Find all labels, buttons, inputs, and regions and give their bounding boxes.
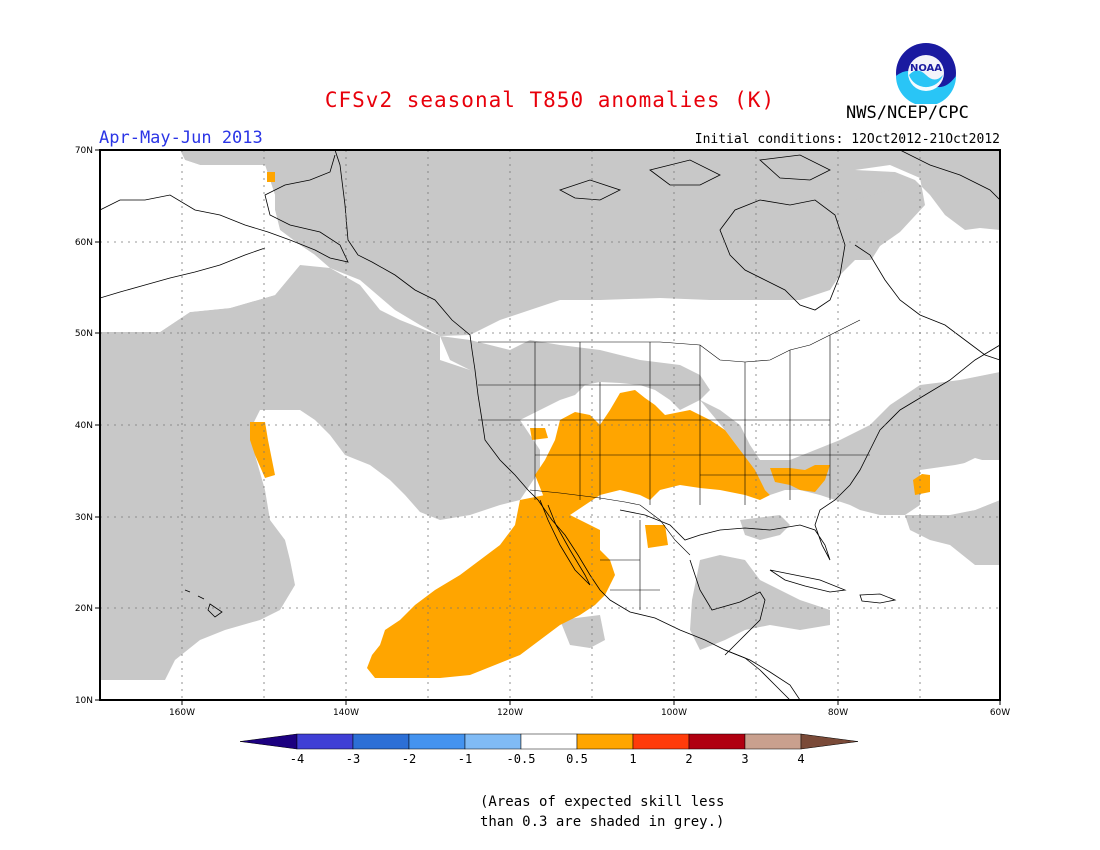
colorbar-segment (744, 733, 802, 750)
colorbar-label: -3 (346, 752, 360, 766)
us-canada-border (478, 319, 861, 363)
colorbar-segment (520, 733, 578, 750)
lon-label: 140W (333, 708, 359, 718)
hudson-bay (719, 199, 846, 311)
initial-conditions-label: Initial conditions: 12Oct2012-21Oct2012 (694, 132, 1000, 147)
colorbar-segment (464, 733, 522, 750)
grey-caribbean (690, 555, 830, 650)
latitude-labels: 70N 60N 50N 40N 30N 20N 10N (75, 146, 93, 706)
grey-interior-north (440, 336, 710, 420)
colorbar-segment (688, 733, 746, 750)
white-quebec (855, 165, 1000, 320)
map-title: CFSv2 seasonal T850 anomalies (K) (324, 88, 776, 112)
gulf-coast (619, 344, 1000, 561)
colorbar-segment (352, 733, 410, 750)
colorbar-label: 2 (685, 752, 692, 766)
colorbar (239, 733, 859, 750)
alaska-coast (100, 154, 349, 263)
organization-label: NWS/NCEP/CPC (846, 103, 969, 123)
axis-ticks (95, 149, 1001, 705)
lat-label: 60N (75, 238, 93, 248)
lon-label: 80W (828, 708, 848, 718)
orange-pacific-west (250, 422, 275, 478)
skill-note-line: than 0.3 are shaded in grey.) (480, 814, 725, 830)
grey-canada-hudson (855, 190, 910, 232)
north-america-coast (334, 150, 791, 700)
central-america (724, 649, 801, 700)
colorbar-label: -0.5 (507, 752, 536, 766)
cuba (769, 569, 847, 593)
colorbar-label: -4 (290, 752, 304, 766)
grey-north-region (180, 150, 1000, 336)
hawaii (184, 589, 223, 618)
colorbar-labels: -4 -3 -2 -1 -0.5 0.5 1 2 3 4 (290, 752, 805, 766)
noaa-logo-icon: NOAA (895, 42, 957, 106)
lat-label: 70N (75, 146, 93, 156)
season-label: Apr-May-Jun 2013 (99, 128, 263, 148)
noaa-logo-text: NOAA (910, 63, 942, 74)
colorbar-segment (632, 733, 690, 750)
orange-alaska-dot (267, 172, 275, 182)
colorbar-left-arrow (239, 733, 298, 750)
colorbar-label: 0.5 (566, 752, 588, 766)
white-north-pacific (100, 150, 315, 332)
skill-note-line: (Areas of expected skill less (480, 794, 725, 810)
state-lines-horiz (478, 384, 870, 476)
lat-label: 20N (75, 604, 93, 614)
grey-gulf-patch (740, 515, 790, 540)
longitude-labels: 160W 140W 120W 100W 80W 60W (169, 708, 1010, 718)
aleutians (100, 247, 266, 299)
orange-texas-patch (645, 525, 668, 548)
political-boundaries (478, 319, 870, 610)
hispaniola (859, 593, 897, 604)
lat-label: 50N (75, 329, 93, 339)
baja-peninsula (539, 499, 591, 586)
mexico-states (600, 520, 660, 610)
lon-label: 160W (169, 708, 195, 718)
orange-colorado-patch (530, 428, 548, 440)
lat-label: 30N (75, 513, 93, 523)
colorbar-label: -2 (402, 752, 416, 766)
colorbar-label: -1 (458, 752, 472, 766)
arctic-islands (558, 154, 831, 201)
grey-east-ocean (905, 500, 1000, 565)
lat-label: 40N (75, 421, 93, 431)
colorbar-segment (408, 733, 466, 750)
grey-south-mexico (560, 615, 605, 648)
colorbar-label: 3 (741, 752, 748, 766)
white-areas (100, 150, 1000, 515)
colorbar-segment (296, 733, 354, 750)
yucatan (689, 559, 766, 656)
state-lines-west (534, 335, 831, 505)
us-mexico-border (529, 489, 691, 556)
colorbar-segment (576, 733, 634, 750)
orange-southeast-us (770, 465, 830, 492)
colorbar-label: 1 (629, 752, 636, 766)
greenland-edge (899, 150, 1000, 201)
skill-note: (Areas of expected skill less than 0.3 a… (480, 792, 724, 832)
orange-atlantic-patch (913, 474, 930, 495)
grey-west-pacific (100, 265, 540, 680)
orange-mexico-pacific (367, 495, 615, 678)
labrador-coast (854, 244, 1000, 361)
lon-label: 100W (661, 708, 687, 718)
coastlines (100, 150, 1000, 700)
low-skill-grey-areas (100, 150, 1000, 680)
white-east-coast (920, 460, 1000, 515)
lat-label: 10N (75, 696, 93, 706)
colorbar-right-arrow (800, 733, 859, 750)
graticule (100, 150, 1000, 700)
colorbar-label: 4 (797, 752, 804, 766)
lon-label: 120W (497, 708, 523, 718)
lon-label: 60W (990, 708, 1010, 718)
